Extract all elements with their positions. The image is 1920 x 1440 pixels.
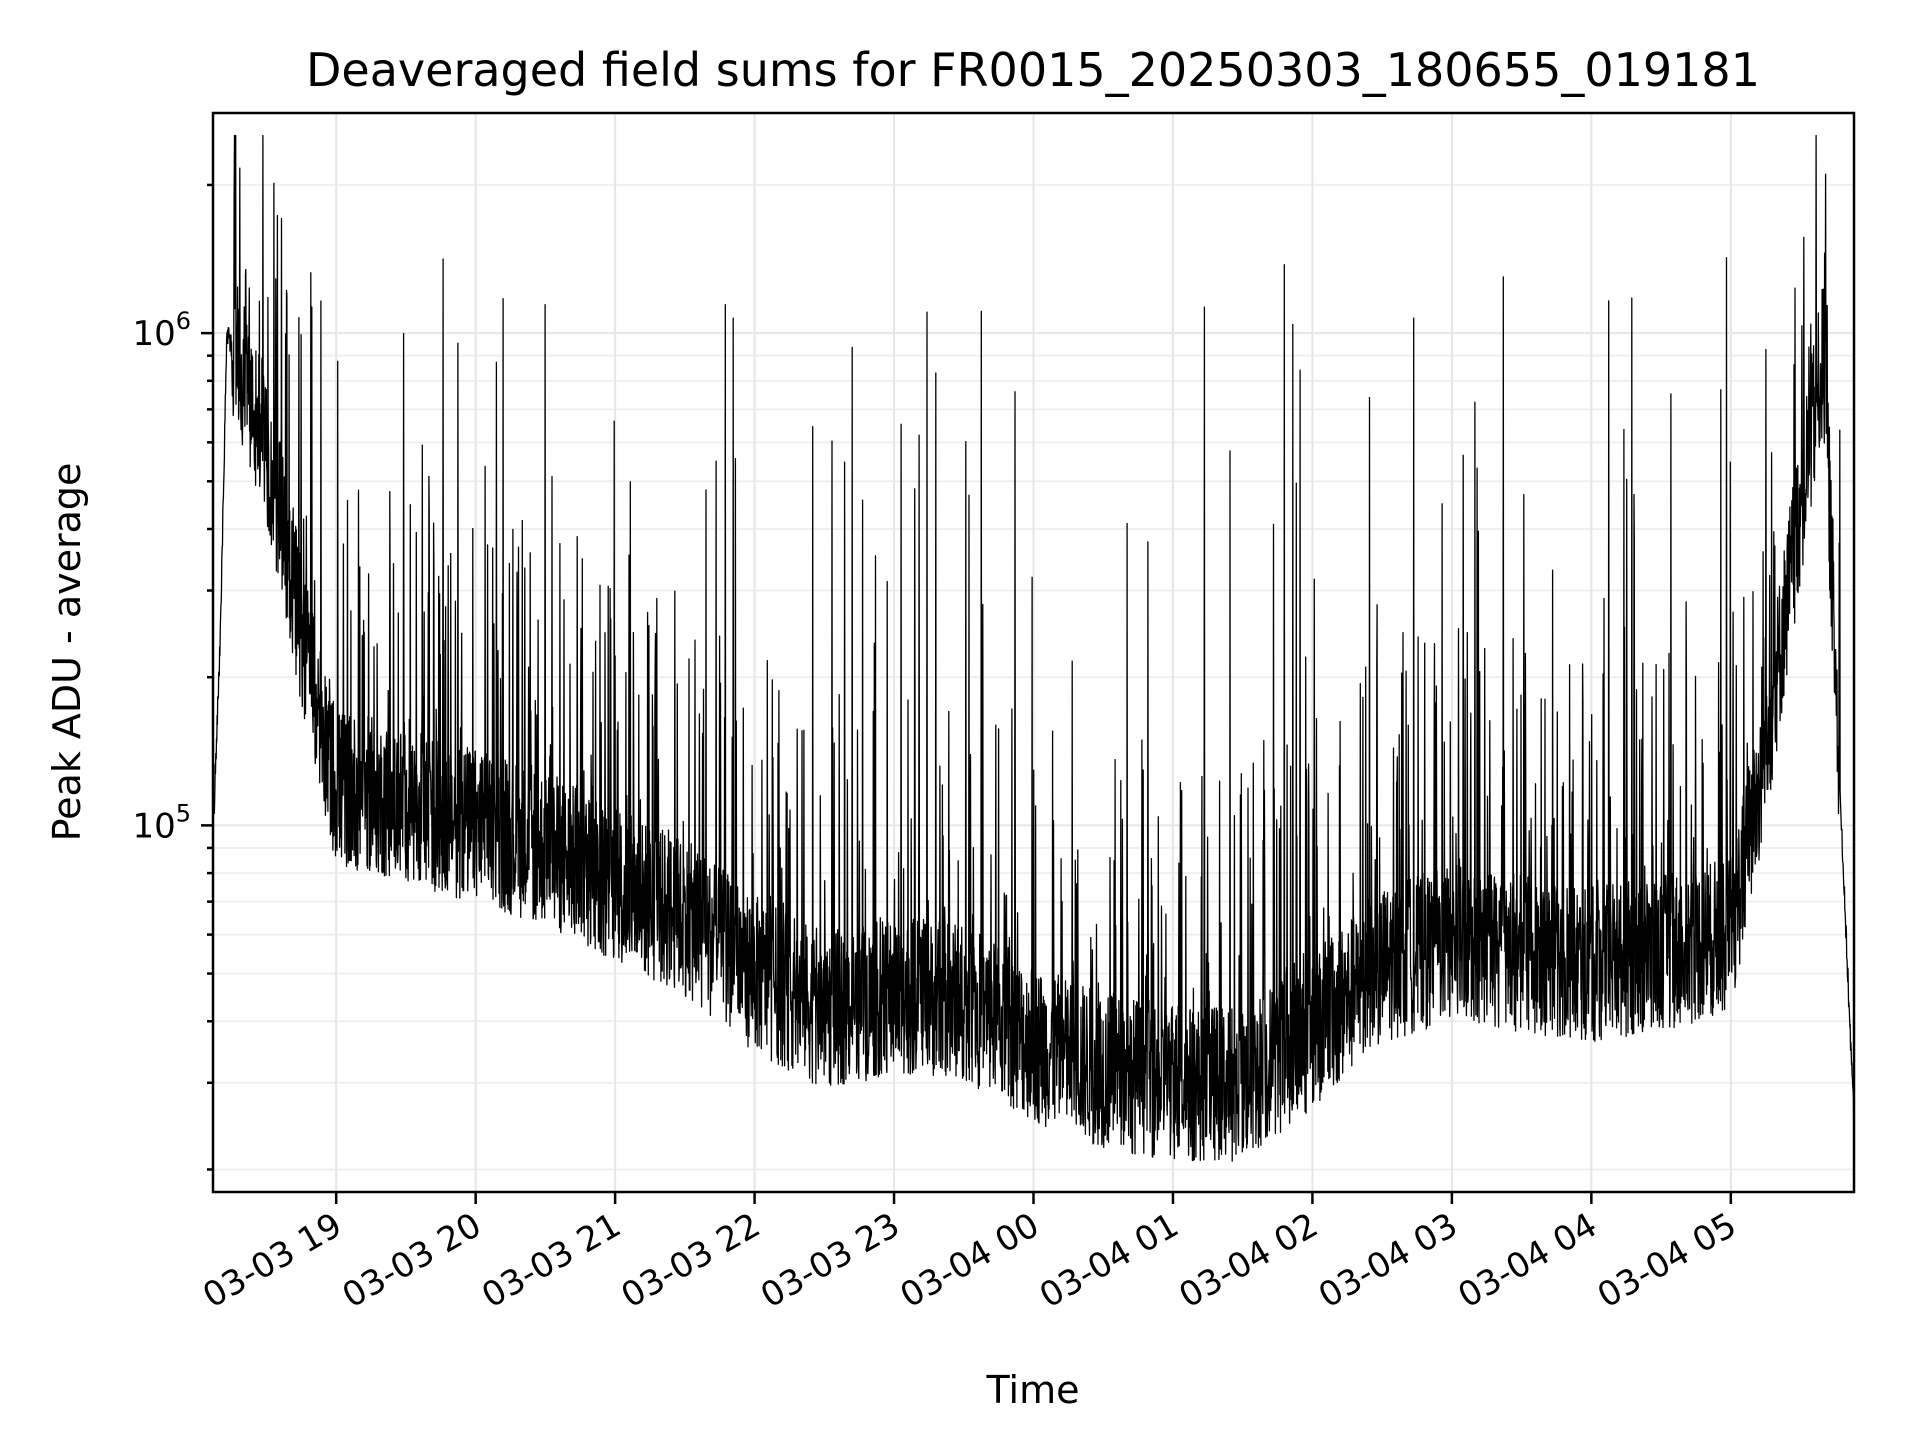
x-tick-label: 03-04 00 — [894, 1205, 1046, 1316]
y-tick-label: 106 — [132, 307, 191, 354]
x-tick-label: 03-04 03 — [1312, 1205, 1464, 1316]
series-line — [212, 134, 1855, 1162]
series-layer — [212, 134, 1855, 1162]
x-tick-label: 03-03 21 — [475, 1205, 627, 1316]
x-axis-label: Time — [986, 1368, 1080, 1412]
y-axis-label: Peak ADU - average — [45, 463, 89, 842]
x-tick-label: 03-03 22 — [615, 1205, 767, 1316]
x-tick-label: 03-03 20 — [336, 1205, 488, 1316]
x-tick-label: 03-04 04 — [1451, 1205, 1603, 1316]
x-tick-label: 03-03 23 — [754, 1205, 906, 1316]
chart-title: Deaveraged field sums for FR0015_2025030… — [306, 43, 1760, 97]
x-tick-label: 03-04 05 — [1591, 1205, 1743, 1316]
y-tick-label: 105 — [132, 799, 191, 846]
x-tick-label: 03-04 02 — [1173, 1205, 1325, 1316]
x-tick-label: 03-04 01 — [1033, 1205, 1185, 1316]
x-tick-label: 03-03 19 — [196, 1205, 348, 1316]
